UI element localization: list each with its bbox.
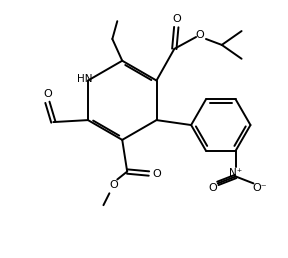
Text: O⁻: O⁻ [252, 183, 267, 193]
Text: HN: HN [77, 74, 93, 84]
Text: O: O [209, 183, 217, 193]
Text: O: O [43, 89, 52, 99]
Text: O: O [196, 30, 204, 40]
Text: O: O [109, 180, 118, 190]
Text: N⁺: N⁺ [229, 167, 242, 178]
Text: O: O [152, 168, 161, 179]
Text: O: O [172, 14, 181, 24]
